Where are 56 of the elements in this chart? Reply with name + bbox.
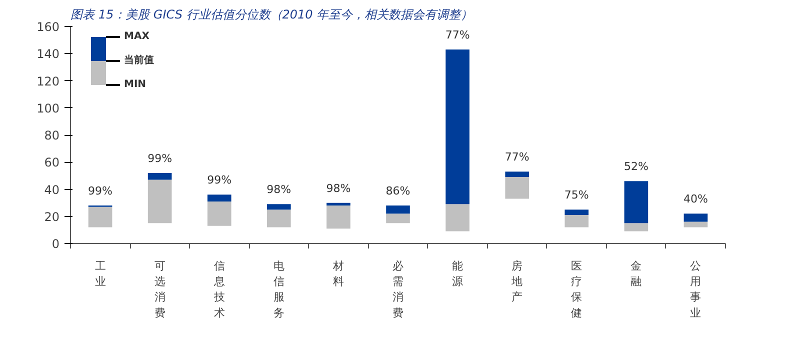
bar xyxy=(505,172,529,178)
text: 99% xyxy=(88,184,112,198)
y-tick-label: 0 xyxy=(52,237,60,251)
x-tick-label: 材料 xyxy=(332,260,344,288)
text: 86% xyxy=(386,184,410,198)
text: 40% xyxy=(684,192,708,206)
text: 99% xyxy=(148,152,172,165)
bar xyxy=(386,206,410,214)
bar xyxy=(386,214,410,224)
x-tick-label: 可选消费 xyxy=(154,260,166,320)
y-tick-label: 40 xyxy=(44,182,60,197)
text: 98% xyxy=(266,183,292,196)
text: 77% xyxy=(445,28,470,42)
bar xyxy=(564,215,589,228)
bar xyxy=(88,206,112,228)
annotation: 当前值 xyxy=(124,55,154,67)
bar xyxy=(148,180,172,224)
bar xyxy=(326,206,350,229)
y-tick-label: 20 xyxy=(44,210,60,224)
text: 75% xyxy=(564,188,589,202)
x-tick-label: 信息技术 xyxy=(212,260,225,320)
x-tick-label: 医疗保健 xyxy=(571,260,582,320)
y-tick-label: 100 xyxy=(36,101,60,116)
text: 52% xyxy=(624,160,648,174)
text: 99% xyxy=(207,174,232,187)
x-tick-label: 工业 xyxy=(94,260,106,288)
annotation: MIN xyxy=(124,79,146,91)
x-tick-label: 房地产 xyxy=(510,260,523,304)
bar xyxy=(326,202,350,206)
bar xyxy=(207,201,232,226)
bar xyxy=(267,204,291,210)
y-tick-label: 120 xyxy=(36,74,60,88)
x-tick-label: 电信服务 xyxy=(273,260,284,320)
annotation: MAX xyxy=(124,31,150,43)
bar xyxy=(446,50,470,204)
bar xyxy=(207,194,232,202)
bar xyxy=(267,210,291,228)
y-tick-label: 60 xyxy=(44,156,60,170)
bar xyxy=(684,214,708,222)
text: 98% xyxy=(326,182,351,195)
y-tick-label: 80 xyxy=(44,128,60,142)
x-tick-label: 公用事业 xyxy=(690,260,702,320)
bar xyxy=(624,181,648,224)
y-tick-label: 140 xyxy=(36,47,60,62)
bar xyxy=(684,222,708,228)
x-tick-label: 必需消费 xyxy=(392,260,404,320)
x-tick-label: 能源 xyxy=(452,260,464,288)
bar xyxy=(446,204,470,232)
bar xyxy=(624,223,648,232)
bar xyxy=(564,210,589,216)
bar xyxy=(148,172,172,180)
y-tick-label: 160 xyxy=(36,20,60,34)
x-tick-label: 金融 xyxy=(630,260,642,288)
bar xyxy=(505,177,529,199)
chart-title: 图表 15：美股 GICS 行业估值分位数（2010 年至今，相关数据会有调整） xyxy=(70,8,473,22)
text: 77% xyxy=(504,150,530,164)
